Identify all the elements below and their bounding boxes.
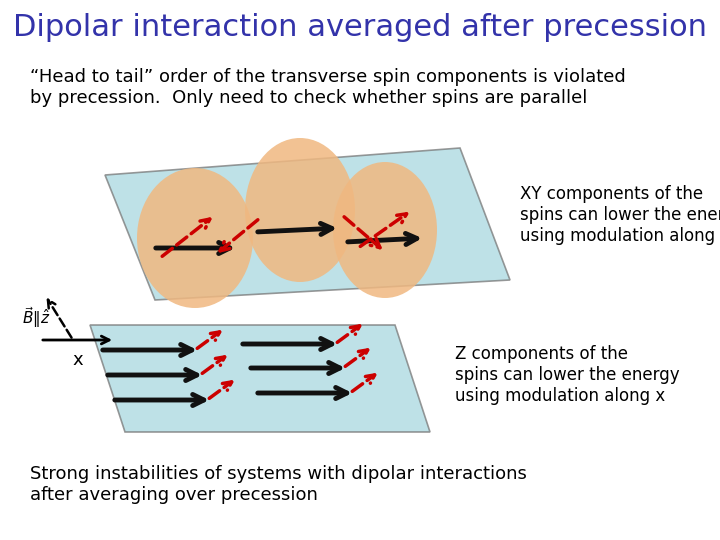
Text: $\vec{B} \| \hat{z}$: $\vec{B} \| \hat{z}$ xyxy=(22,306,50,330)
Text: Dipolar interaction averaged after precession: Dipolar interaction averaged after prece… xyxy=(13,14,707,43)
Ellipse shape xyxy=(333,162,437,298)
Text: Strong instabilities of systems with dipolar interactions
after averaging over p: Strong instabilities of systems with dip… xyxy=(30,465,527,504)
Text: x: x xyxy=(73,351,84,369)
Ellipse shape xyxy=(137,168,253,308)
Polygon shape xyxy=(105,148,510,300)
Text: Z components of the
spins can lower the energy
using modulation along x: Z components of the spins can lower the … xyxy=(455,345,680,404)
Text: XY components of the
spins can lower the energy
using modulation along z.: XY components of the spins can lower the… xyxy=(520,185,720,245)
Polygon shape xyxy=(90,325,430,432)
Ellipse shape xyxy=(245,138,355,282)
Text: “Head to tail” order of the transverse spin components is violated
by precession: “Head to tail” order of the transverse s… xyxy=(30,68,626,107)
